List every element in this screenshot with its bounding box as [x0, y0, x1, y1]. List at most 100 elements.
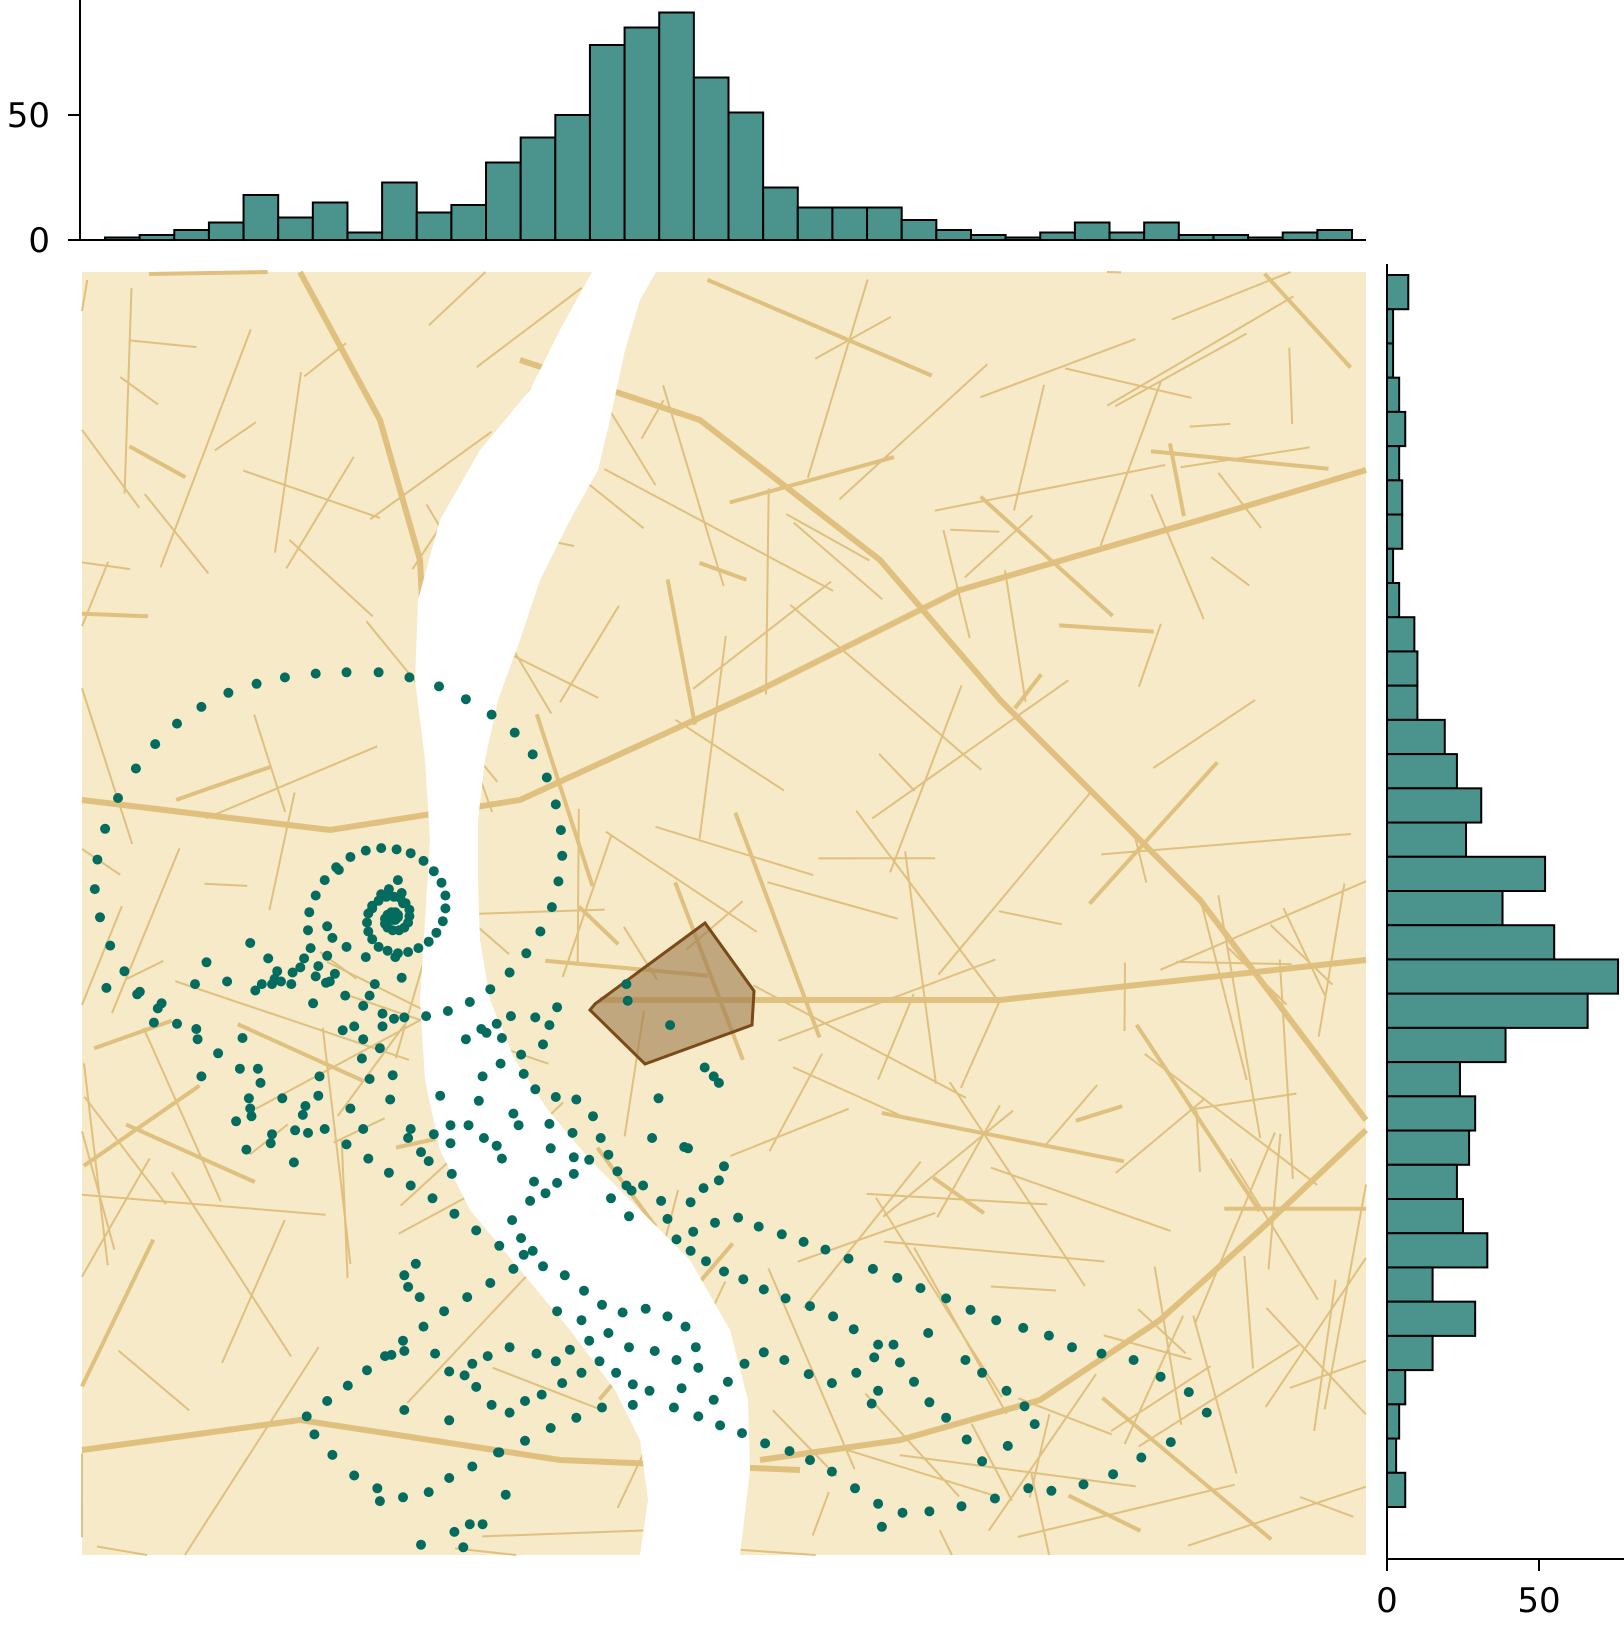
road	[482, 1528, 662, 1538]
top-hist-bar	[900, 219, 938, 241]
road	[1123, 962, 1126, 1032]
scatter-point	[403, 1133, 414, 1143]
scatter-point	[421, 1011, 432, 1022]
scatter-point	[431, 927, 442, 938]
road	[692, 580, 832, 690]
top-hist-bar	[762, 186, 799, 241]
scatter-point	[89, 884, 100, 895]
scatter-point	[467, 1358, 478, 1369]
scatter-point	[331, 862, 342, 873]
right-hist-bar	[1386, 1061, 1461, 1098]
scatter-point	[377, 1008, 388, 1019]
scatter-point	[550, 1356, 561, 1367]
road	[1030, 1473, 1051, 1556]
road	[1150, 493, 1205, 620]
top-hist-bar	[554, 114, 591, 241]
road	[1106, 295, 1295, 407]
scatter-point	[1096, 1348, 1107, 1359]
road	[772, 1409, 838, 1477]
arterial-road	[81, 467, 1367, 834]
scatter-point	[496, 1153, 507, 1164]
scatter-point	[688, 1226, 699, 1237]
scatter-point	[531, 1348, 542, 1359]
road	[205, 745, 378, 820]
scatter-point	[866, 1398, 877, 1409]
scatter-point	[373, 941, 384, 952]
scatter-point	[776, 1229, 787, 1240]
scatter-point	[310, 668, 321, 679]
scatter-point	[476, 1024, 487, 1034]
scatter-point	[467, 1461, 478, 1472]
road	[1199, 897, 1248, 1081]
scatter-point	[626, 1185, 637, 1196]
top-hist-bar	[588, 44, 626, 241]
road	[675, 718, 785, 792]
scatter-point	[471, 1381, 482, 1392]
scatter-point	[301, 1411, 312, 1422]
road	[1115, 1097, 1206, 1174]
scatter-point	[279, 672, 290, 683]
scatter-point	[550, 1092, 561, 1102]
scatter-point	[508, 1108, 519, 1119]
road	[878, 753, 916, 792]
scatter-point	[495, 1058, 506, 1069]
scatter-point	[349, 1470, 360, 1481]
scatter-point	[553, 876, 564, 887]
scatter-point	[941, 1293, 952, 1304]
scatter-point	[555, 825, 566, 836]
right-hist-bar	[1386, 1198, 1464, 1235]
scatter-point	[550, 799, 561, 810]
scatter-point	[444, 1473, 455, 1483]
scatter-point	[383, 884, 394, 895]
scatter-point	[485, 1278, 496, 1288]
top-hist-bar	[658, 11, 695, 241]
scatter-point	[758, 1284, 769, 1295]
scatter-point	[588, 1111, 598, 1122]
scatter-point	[915, 1283, 926, 1294]
scatter-point	[571, 1094, 582, 1105]
scatter-point	[552, 1002, 563, 1013]
scatter-point	[130, 763, 141, 774]
scatter-point	[676, 1383, 687, 1394]
top-hist-bar	[623, 26, 661, 241]
scatter-point	[364, 990, 375, 1001]
right-hist-bar	[1386, 958, 1620, 995]
road	[1313, 1279, 1337, 1432]
scatter-point	[440, 890, 451, 901]
scatter-point	[662, 1213, 673, 1224]
scatter-point	[464, 997, 475, 1007]
scatter-point	[507, 1215, 518, 1226]
scatter-point	[362, 917, 372, 928]
right-hist-bar	[1386, 479, 1404, 516]
scatter-point	[710, 1217, 720, 1228]
scatter-point	[924, 1397, 935, 1408]
scatter-point	[303, 925, 313, 936]
right-hist-bar	[1386, 1266, 1434, 1303]
scatter-point	[627, 1399, 638, 1410]
scatter-point	[376, 843, 387, 854]
scatter-point	[277, 1093, 288, 1104]
scatter-point	[322, 1396, 333, 1406]
road	[959, 1002, 1000, 1089]
scatter-point	[305, 943, 316, 954]
scatter-point	[297, 1109, 308, 1120]
scatter-point	[594, 1356, 605, 1367]
scatter-point	[482, 1351, 493, 1362]
scatter-point	[403, 1281, 414, 1292]
scatter-point	[399, 1346, 410, 1356]
road	[1044, 1084, 1098, 1147]
right-hist-bar	[1386, 616, 1416, 653]
highlight-zone	[587, 920, 756, 1066]
road	[729, 455, 895, 505]
scatter-point	[437, 916, 448, 927]
right-hist-bar	[1386, 992, 1589, 1029]
road	[881, 1111, 1125, 1164]
road	[81, 611, 148, 619]
scatter-point	[530, 1012, 541, 1023]
top-hist-bar	[1316, 229, 1353, 241]
right-hist-bar	[1386, 1369, 1407, 1406]
road	[1289, 1359, 1367, 1389]
scatter-point	[606, 1193, 616, 1204]
scatter-point	[364, 1074, 375, 1084]
scatter-point	[1002, 1440, 1013, 1451]
